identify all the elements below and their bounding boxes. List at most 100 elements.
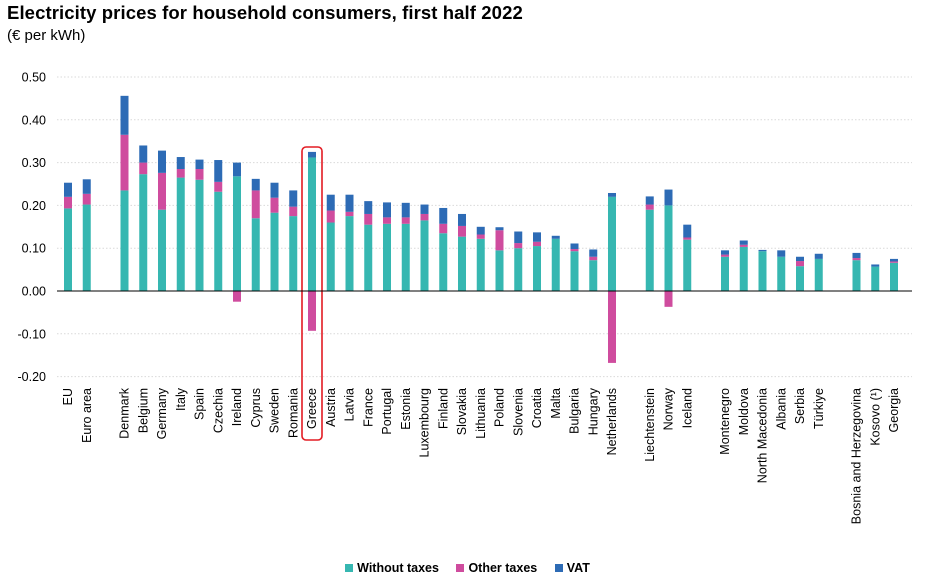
x-tick-label: Belgium <box>136 388 150 433</box>
legend-swatch-without-taxes <box>345 564 354 572</box>
bar-without-taxes <box>195 179 204 291</box>
x-tick-label: Austria <box>324 388 338 427</box>
bar-vat <box>683 224 692 238</box>
x-tick-label: Malta <box>549 388 563 419</box>
bar-without-taxes <box>533 246 541 291</box>
bar-without-taxes <box>683 239 692 291</box>
bar-without-taxes <box>251 218 260 291</box>
bar-without-taxes <box>82 204 91 291</box>
bar-vat <box>158 150 166 173</box>
bar-without-taxes <box>270 212 279 291</box>
bar-vat <box>608 192 616 197</box>
bar-other-taxes <box>589 256 598 261</box>
bar-other-taxes <box>495 230 504 251</box>
bar-vat <box>439 207 448 224</box>
x-tick-label: Denmark <box>118 387 132 438</box>
bar-vat <box>326 194 335 211</box>
bar-vat <box>495 227 504 231</box>
x-tick-label: Italy <box>174 387 188 411</box>
bar-other-taxes <box>308 291 316 331</box>
x-tick-label: Cyprus <box>249 388 263 428</box>
bar-without-taxes <box>608 196 616 291</box>
x-tick-label: Georgia <box>887 388 901 433</box>
x-tick-label: Euro area <box>80 388 94 443</box>
bar-other-taxes <box>345 211 354 217</box>
bar-without-taxes <box>326 222 335 291</box>
y-tick-label: 0.50 <box>22 71 46 85</box>
bar-other-taxes <box>664 291 673 307</box>
x-tick-label: Croatia <box>530 388 544 428</box>
x-tick-label: Luxembourg <box>418 388 432 458</box>
bar-vat <box>758 249 767 252</box>
bar-vat <box>890 258 898 262</box>
bar-other-taxes <box>326 210 335 223</box>
bar-vat <box>551 235 560 239</box>
bar-without-taxes <box>64 208 72 291</box>
bar-without-taxes <box>420 220 429 291</box>
x-tick-label: Czechia <box>211 388 225 433</box>
bar-without-taxes <box>139 174 148 291</box>
bar-vat <box>308 151 316 158</box>
bar-without-taxes <box>476 238 485 291</box>
y-tick-label: 0.30 <box>22 156 46 170</box>
x-tick-label: France <box>361 388 375 427</box>
bar-other-taxes <box>139 162 148 175</box>
y-tick-label: 0.40 <box>22 113 46 127</box>
bar-other-taxes <box>64 196 72 209</box>
x-tick-label: Bosnia and Herzegovina <box>850 388 864 524</box>
y-tick-label: -0.20 <box>18 370 47 384</box>
bar-vat <box>289 190 298 207</box>
y-tick-label: 0.10 <box>22 242 46 256</box>
legend-label-without-taxes: Without taxes <box>357 561 439 575</box>
bar-other-taxes <box>289 206 298 217</box>
x-tick-label: Greece <box>305 388 319 429</box>
bar-other-taxes <box>176 169 185 178</box>
bar-without-taxes <box>233 176 241 291</box>
bar-other-taxes <box>270 197 279 213</box>
x-tick-label: Slovakia <box>455 388 469 435</box>
bar-without-taxes <box>289 216 298 291</box>
bar-other-taxes <box>195 169 204 180</box>
bar-without-taxes <box>814 258 823 291</box>
x-tick-label: Liechtenstein <box>643 388 657 462</box>
highlight-box <box>301 146 323 441</box>
bar-other-taxes <box>721 254 729 257</box>
bar-vat <box>270 182 279 198</box>
bar-without-taxes <box>796 266 804 291</box>
bar-without-taxes <box>364 224 373 291</box>
bar-vat <box>739 240 748 245</box>
bar-vat <box>458 213 466 226</box>
y-tick-label: 0.20 <box>22 199 46 213</box>
bar-vat <box>664 189 673 206</box>
y-tick-label: -0.10 <box>18 327 47 341</box>
x-tick-label: EU <box>61 388 75 405</box>
bar-vat <box>420 204 429 214</box>
legend-swatch-other-taxes <box>456 564 465 572</box>
bar-other-taxes <box>158 172 166 210</box>
bar-other-taxes <box>570 249 579 252</box>
chart-title: Electricity prices for household consume… <box>7 2 523 23</box>
x-tick-label: Moldova <box>737 388 751 435</box>
bar-other-taxes <box>796 261 804 267</box>
x-tick-label: Poland <box>493 388 507 427</box>
bar-without-taxes <box>383 223 391 291</box>
bar-without-taxes <box>758 251 767 291</box>
bar-other-taxes <box>645 204 654 210</box>
bar-other-taxes <box>476 234 485 239</box>
legend-label-other-taxes: Other taxes <box>468 561 538 575</box>
bar-without-taxes <box>645 209 654 291</box>
bar-vat <box>214 160 223 182</box>
bar-other-taxes <box>120 134 129 191</box>
bar-other-taxes <box>214 181 223 192</box>
bar-vat <box>533 232 541 242</box>
bar-without-taxes <box>739 246 748 291</box>
bar-vat <box>589 249 598 257</box>
legend-item-other-taxes: Other taxes <box>456 561 537 575</box>
bar-vat <box>383 202 391 218</box>
bar-without-taxes <box>777 256 786 291</box>
x-tick-label: Kosovo (¹) <box>868 388 882 446</box>
bar-without-taxes <box>401 223 410 291</box>
x-tick-label: Iceland <box>680 388 694 428</box>
bar-vat <box>364 201 373 214</box>
bar-without-taxes <box>176 177 185 291</box>
